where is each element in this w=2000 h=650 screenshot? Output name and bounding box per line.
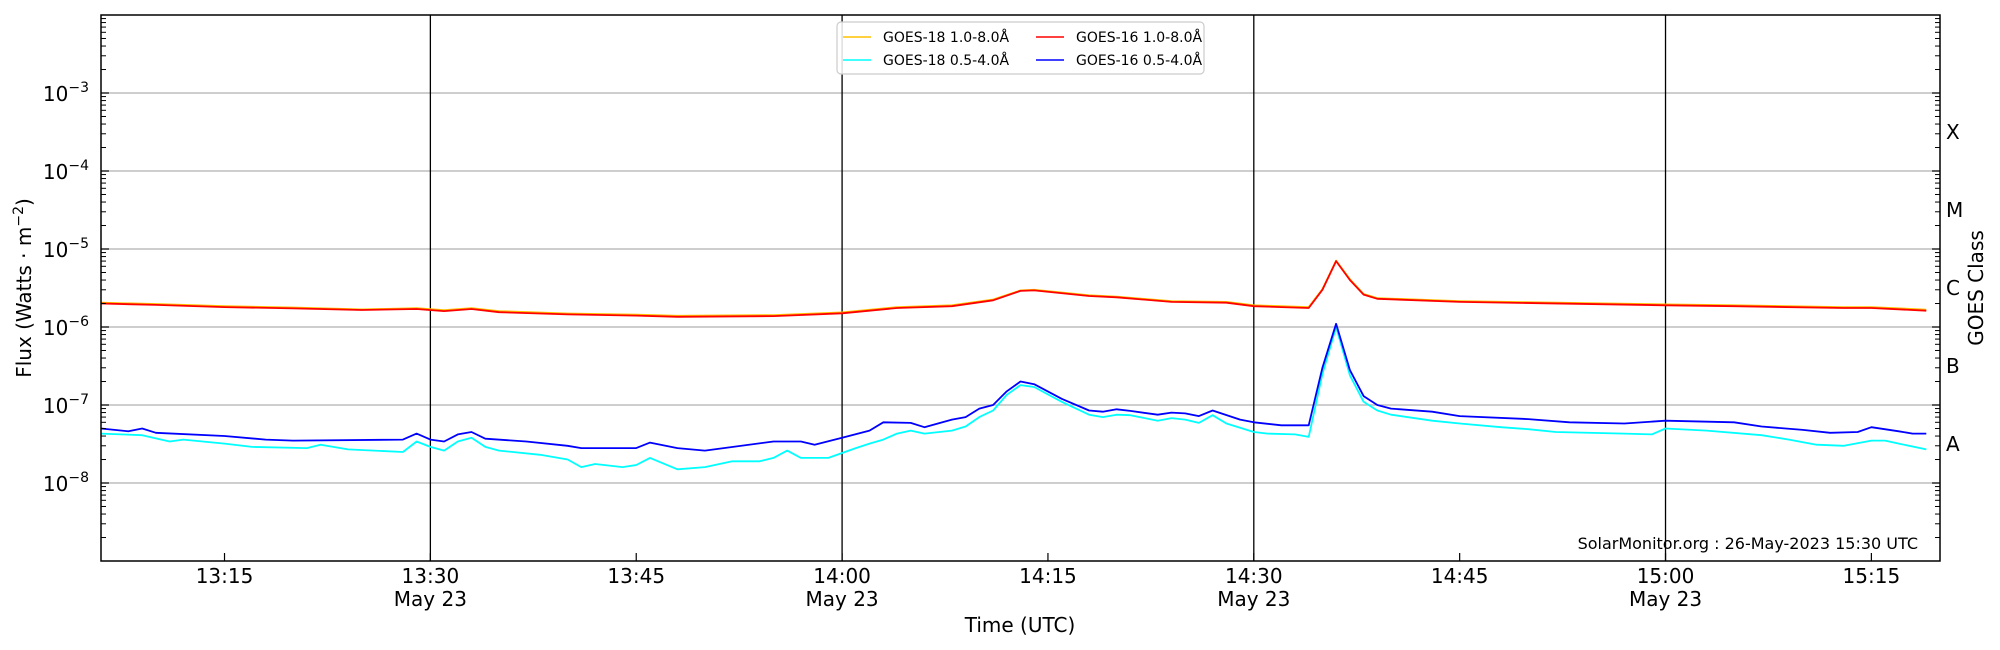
y-tick-label: 10−4 <box>43 158 89 184</box>
y-axis-label: Flux (Watts · m−2) <box>11 198 36 378</box>
y-axis-ticks: 10−310−410−510−610−710−8 <box>43 18 1940 539</box>
y-tick-exponent: −8 <box>68 470 89 486</box>
legend: GOES-18 1.0-8.0Å GOES-18 0.5-4.0Å GOES-16 … <box>836 21 1205 75</box>
series-line-goes-16-1-0-8-0- <box>100 260 1927 318</box>
x-tick-date-label: May 23 <box>806 587 879 611</box>
y-tick-exponent: −4 <box>68 158 89 174</box>
source-annotation: SolarMonitor.org : 26-May-2023 15:30 UTC <box>1578 534 1918 553</box>
y-tick-base: 10 <box>43 316 68 340</box>
y-tick-exponent: −7 <box>68 392 89 408</box>
plot-frame <box>100 14 1941 562</box>
series-line-goes-16-0-5-4-0- <box>100 322 1927 452</box>
y-tick-exponent: −5 <box>68 236 89 252</box>
y-tick-label: 10−6 <box>43 314 89 340</box>
y-tick-base: 10 <box>43 160 68 184</box>
legend-label: GOES-16 1.0-8.0Å <box>1076 29 1202 46</box>
x-tick-label: 13:45 <box>607 564 665 588</box>
x-tick-date-label: May 23 <box>1217 587 1290 611</box>
goes-class-label: C <box>1946 276 1960 300</box>
y-tick-base: 10 <box>43 394 68 418</box>
goes-class-labels: X M C B A <box>1946 120 1963 456</box>
x-tick-label: 14:30 <box>1225 564 1283 588</box>
x-tick-label: 15:15 <box>1843 564 1901 588</box>
series-lines <box>100 259 1927 471</box>
y-tick-base: 10 <box>43 238 68 262</box>
series-line-goes-18-0-5-4-0- <box>100 326 1927 471</box>
series-line-goes-18-1-0-8-0- <box>100 259 1927 317</box>
goes-class-label: A <box>1946 432 1960 456</box>
day-vertical-lines <box>429 15 1667 561</box>
x-tick-date-label: May 23 <box>1629 587 1702 611</box>
y-tick-label: 10−7 <box>43 392 89 418</box>
goes-class-label: M <box>1946 198 1963 222</box>
legend-label: GOES-18 0.5-4.0Å <box>883 52 1009 69</box>
y-tick-label: 10−8 <box>43 470 89 496</box>
right-axis-label: GOES Class <box>1964 230 1988 346</box>
y-tick-exponent: −3 <box>68 80 89 96</box>
goes-class-label: X <box>1946 120 1960 144</box>
x-tick-label: 13:15 <box>196 564 254 588</box>
x-tick-label: 14:15 <box>1019 564 1077 588</box>
grid-lines <box>101 92 1940 484</box>
x-tick-label: 14:45 <box>1431 564 1489 588</box>
x-tick-label: 13:30 <box>402 564 460 588</box>
x-axis-label: Time (UTC) <box>964 613 1076 637</box>
x-tick-label: 14:00 <box>813 564 871 588</box>
x-tick-label: 15:00 <box>1637 564 1695 588</box>
x-tick-date-label: May 23 <box>394 587 467 611</box>
y-tick-label: 10−3 <box>43 80 89 106</box>
y-tick-base: 10 <box>43 82 68 106</box>
legend-box <box>836 21 1205 75</box>
legend-label: GOES-18 1.0-8.0Å <box>883 29 1009 46</box>
legend-label: GOES-16 0.5-4.0Å <box>1076 52 1202 69</box>
goes-class-label: B <box>1946 354 1960 378</box>
y-tick-base: 10 <box>43 472 68 496</box>
y-tick-exponent: −6 <box>68 314 89 330</box>
y-tick-label: 10−5 <box>43 236 89 262</box>
